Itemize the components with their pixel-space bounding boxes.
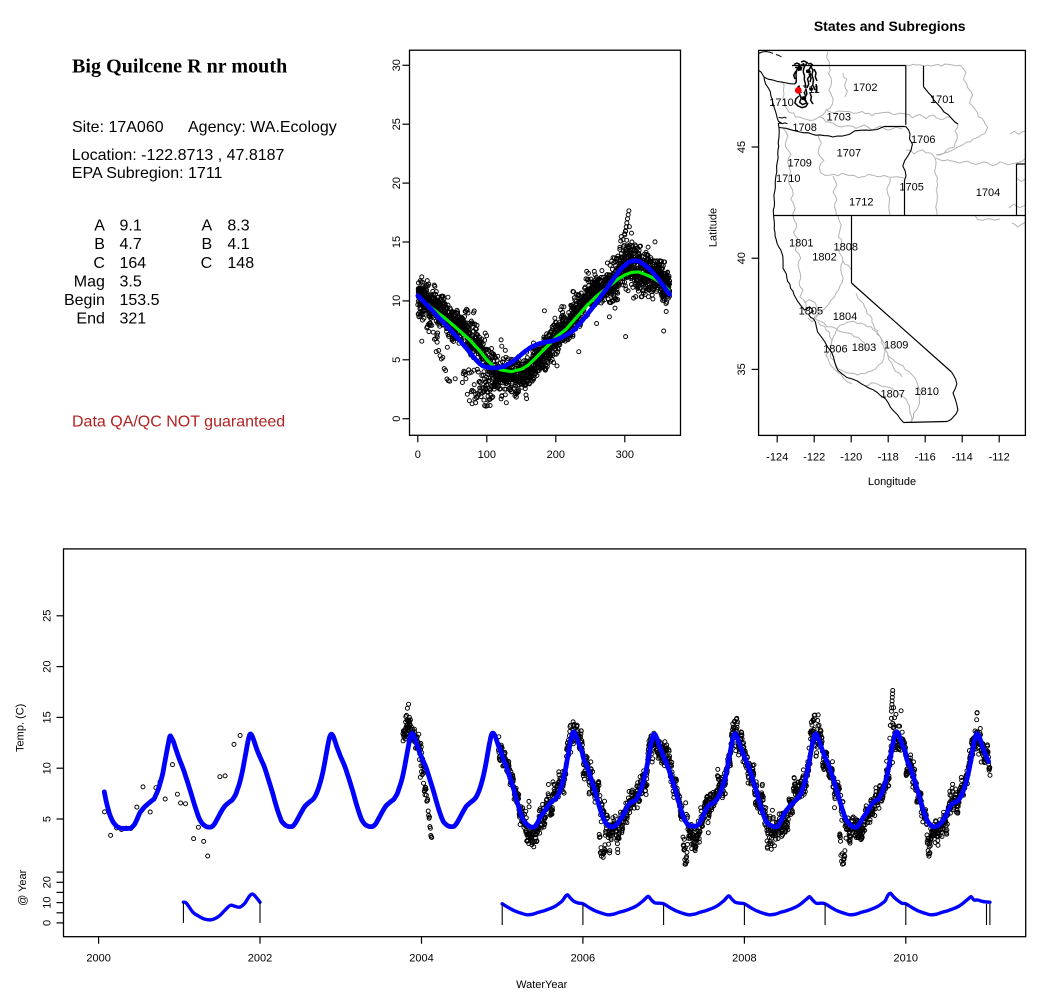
svg-text:1701: 1701 (930, 94, 954, 106)
svg-text:A: A (94, 218, 105, 235)
svg-text:Site: 17A060: Site: 17A060 (72, 119, 164, 136)
svg-text:1707: 1707 (837, 147, 861, 159)
svg-text:321: 321 (120, 311, 147, 328)
svg-text:1704: 1704 (976, 187, 1000, 199)
svg-text:0: 0 (391, 416, 403, 422)
svg-text:-120: -120 (840, 452, 862, 464)
svg-text:0: 0 (415, 449, 421, 461)
svg-text:Longitude: Longitude (868, 476, 916, 488)
svg-text:40: 40 (736, 252, 748, 264)
svg-text:C: C (93, 255, 105, 272)
svg-text:1710: 1710 (769, 97, 793, 109)
svg-text:-116: -116 (915, 452, 936, 464)
svg-text:-118: -118 (878, 452, 899, 464)
svg-text:4.1: 4.1 (227, 236, 249, 253)
svg-text:A: A (202, 218, 213, 235)
svg-text:1712: 1712 (849, 197, 873, 209)
svg-text:2008: 2008 (732, 953, 756, 965)
svg-text:1807: 1807 (880, 389, 904, 401)
svg-text:1805: 1805 (799, 305, 823, 317)
svg-text:1808: 1808 (834, 241, 858, 253)
svg-text:10: 10 (42, 896, 54, 908)
svg-text:5: 5 (42, 816, 54, 822)
svg-text:25: 25 (42, 610, 54, 622)
svg-text:153.5: 153.5 (120, 292, 160, 309)
svg-text:-122: -122 (803, 452, 825, 464)
svg-text:3.5: 3.5 (120, 273, 142, 290)
svg-text:2004: 2004 (409, 953, 433, 965)
svg-text:2000: 2000 (86, 953, 110, 965)
svg-text:25: 25 (391, 118, 403, 130)
svg-text:End: End (76, 311, 104, 328)
svg-text:B: B (202, 236, 213, 253)
svg-text:B: B (94, 236, 105, 253)
svg-text:10: 10 (391, 295, 403, 307)
svg-text:100: 100 (478, 449, 496, 461)
svg-text:15: 15 (391, 236, 403, 248)
svg-text:45: 45 (736, 141, 748, 153)
svg-text:164: 164 (120, 255, 147, 272)
svg-text:Begin: Begin (64, 292, 105, 309)
svg-text:Temp. (C): Temp. (C) (15, 704, 27, 752)
svg-text:30: 30 (391, 59, 403, 71)
svg-text:8.3: 8.3 (227, 218, 249, 235)
svg-text:States and Subregions: States and Subregions (814, 18, 966, 34)
svg-text:1801: 1801 (789, 237, 813, 249)
svg-text:Big Quilcene R nr mouth: Big Quilcene R nr mouth (72, 55, 287, 77)
svg-text:20: 20 (42, 876, 54, 888)
svg-text:35: 35 (736, 363, 748, 375)
svg-text:EPA Subregion: 1711: EPA Subregion: 1711 (72, 165, 223, 182)
svg-text:WaterYear: WaterYear (516, 979, 567, 991)
svg-text:1802: 1802 (812, 252, 836, 264)
svg-text:1703: 1703 (827, 112, 851, 124)
svg-text:4.7: 4.7 (120, 236, 142, 253)
svg-text:Mag: Mag (74, 273, 105, 290)
svg-text:-124: -124 (766, 452, 788, 464)
svg-text:200: 200 (547, 449, 565, 461)
svg-text:1705: 1705 (899, 182, 923, 194)
svg-text:2002: 2002 (248, 953, 272, 965)
svg-text:20: 20 (42, 660, 54, 672)
svg-text:1706: 1706 (911, 134, 935, 146)
svg-text:Latitude: Latitude (708, 208, 720, 247)
svg-text:20: 20 (391, 177, 403, 189)
svg-text:-114: -114 (952, 452, 973, 464)
svg-text:-112: -112 (989, 452, 1010, 464)
svg-text:C: C (201, 255, 213, 272)
svg-text:@ Year: @ Year (17, 869, 29, 906)
svg-text:300: 300 (616, 449, 634, 461)
svg-text:148: 148 (227, 255, 254, 272)
svg-text:Location: -122.8713 , 47.8187: Location: -122.8713 , 47.8187 (72, 147, 285, 164)
svg-text:1708: 1708 (792, 122, 816, 134)
svg-text:0: 0 (42, 920, 54, 926)
svg-text:1709: 1709 (787, 157, 811, 169)
svg-text:1806: 1806 (823, 344, 847, 356)
svg-text:1810: 1810 (915, 386, 939, 398)
svg-text:1809: 1809 (884, 340, 908, 352)
svg-text:1803: 1803 (852, 342, 876, 354)
svg-text:10: 10 (42, 762, 54, 774)
svg-text:1702: 1702 (853, 82, 877, 94)
svg-text:9.1: 9.1 (120, 218, 142, 235)
svg-text:2010: 2010 (894, 953, 918, 965)
svg-text:15: 15 (42, 711, 54, 723)
svg-text:2006: 2006 (571, 953, 595, 965)
svg-text:1804: 1804 (833, 311, 857, 323)
svg-text:Agency: WA.Ecology: Agency: WA.Ecology (188, 119, 337, 136)
svg-text:1710: 1710 (776, 173, 800, 185)
svg-text:5: 5 (391, 357, 403, 363)
svg-text:Data QA/QC NOT guaranteed: Data QA/QC NOT guaranteed (72, 414, 285, 431)
